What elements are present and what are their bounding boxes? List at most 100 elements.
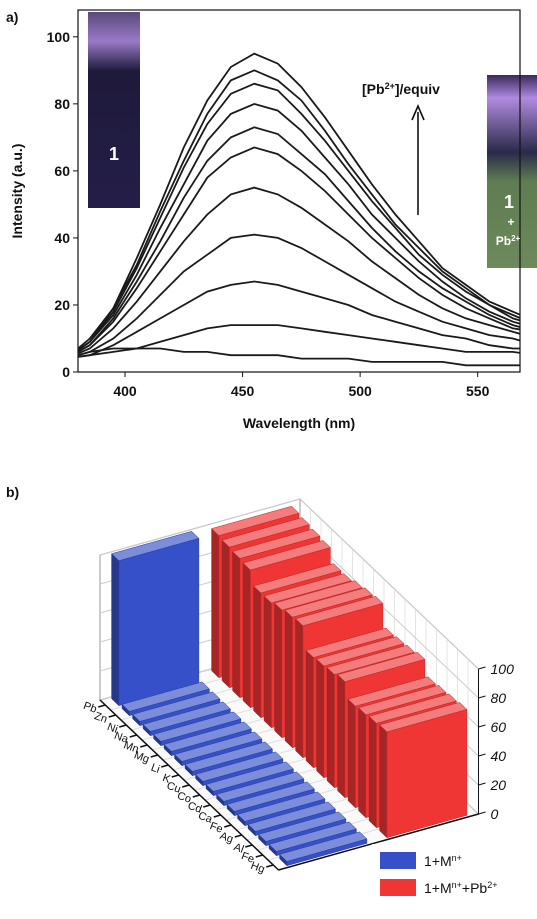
plot-frame [77,9,521,373]
z-tick [478,666,486,670]
category-label: Fe [208,820,224,836]
spectrum-line [78,102,520,352]
bar-top [279,831,368,862]
bar-top [295,596,384,627]
vial-label: 1 [109,144,119,164]
bar-top [221,517,310,548]
panel-label: a) [6,9,18,25]
spectrum-line [78,126,520,353]
category-label: Ni [105,721,119,736]
bar-top [242,540,331,571]
bar-side [368,715,377,829]
bar-side [305,649,314,769]
z-tick-label: 0 [491,806,499,822]
bar-top [347,676,436,707]
category-tick [224,824,232,828]
category-tick [119,724,127,728]
y-tick-label: 20 [54,297,70,313]
category-tick [129,734,137,738]
legend-label: 1+Mn+ [424,853,462,869]
bar-side [337,674,346,799]
spectrum-line [78,233,520,357]
category-tick [150,754,158,758]
bar-side [358,707,367,819]
bar [205,761,294,797]
bar-top [263,573,352,604]
bar [153,711,242,747]
bar-side [263,595,272,729]
category-tick [171,774,179,778]
bar-top [379,702,468,733]
spectrum-line [78,347,520,367]
bar [132,691,221,727]
vial-photo [88,12,140,208]
spectrum-line [78,82,520,352]
bar-top [274,580,363,611]
bar-top [184,741,273,772]
category-label: K [161,772,173,786]
bar-top [226,781,315,812]
category-tick [182,784,190,788]
superscript: n+ [452,880,462,890]
bar-top [258,811,347,842]
z-tick [478,695,486,699]
bar-side [316,658,325,779]
category-label: Co [176,790,193,806]
category-label: Ca [197,810,215,826]
legend-swatch [380,852,416,869]
text-part: 1+M [424,853,452,869]
category-label: Ag [218,830,235,846]
panel-label: b) [6,484,19,500]
bar-top [237,791,326,822]
legend-swatch [380,879,416,896]
bar-side [326,667,335,789]
category-tick [192,794,200,798]
text-part: 1+M [424,880,452,896]
bar-top [195,751,284,782]
y-tick-label: 60 [54,163,70,179]
x-axis-title: Wavelength (nm) [243,415,355,431]
category-tick [161,764,169,768]
category-label: Pb [82,700,99,716]
text-part: [Pb [362,81,385,97]
bar-side [274,602,283,739]
series-lines [78,52,520,367]
y-tick-label: 40 [54,230,70,246]
panel-b: b)020406080100PbZnNiNaMnMgLiKCuCoCdCaFeA… [6,484,534,904]
vial-photo [487,75,537,268]
legend-label: 1+Mn++Pb2+ [424,880,497,896]
category-tick [255,854,263,858]
text-part: Pb [496,234,511,248]
bar-top [284,587,373,618]
bar-top [337,652,426,682]
y-tick-label: 0 [62,364,70,380]
bar-top [358,685,447,716]
grid-line [99,498,479,670]
x-tick-label: 400 [113,383,137,399]
z-tick-label: 60 [491,719,507,735]
bar-top [268,821,357,852]
bar-top [247,801,336,832]
y-tick-label: 100 [47,29,71,45]
annotation: [Pb2+]/equiv [362,81,440,97]
bar-side [253,585,262,719]
bar [184,741,273,777]
category-label: Mg [132,749,150,766]
superscript: 2+ [511,234,520,243]
bar-side [295,618,304,759]
category-label: Na [113,730,131,746]
text-part: +Pb [462,880,488,896]
vial-label: + [507,215,514,229]
bar-top [305,627,394,658]
category-tick [266,864,274,868]
bar-top [216,771,305,802]
spectrum-line [78,280,520,358]
bar-side [379,724,388,839]
bar-top [153,711,242,742]
bar-side [232,550,241,699]
z-tick [478,753,486,757]
x-tick-label: 450 [231,383,255,399]
category-tick [213,814,221,818]
text-part: ]/equiv [395,81,440,97]
bar-top [163,721,252,752]
